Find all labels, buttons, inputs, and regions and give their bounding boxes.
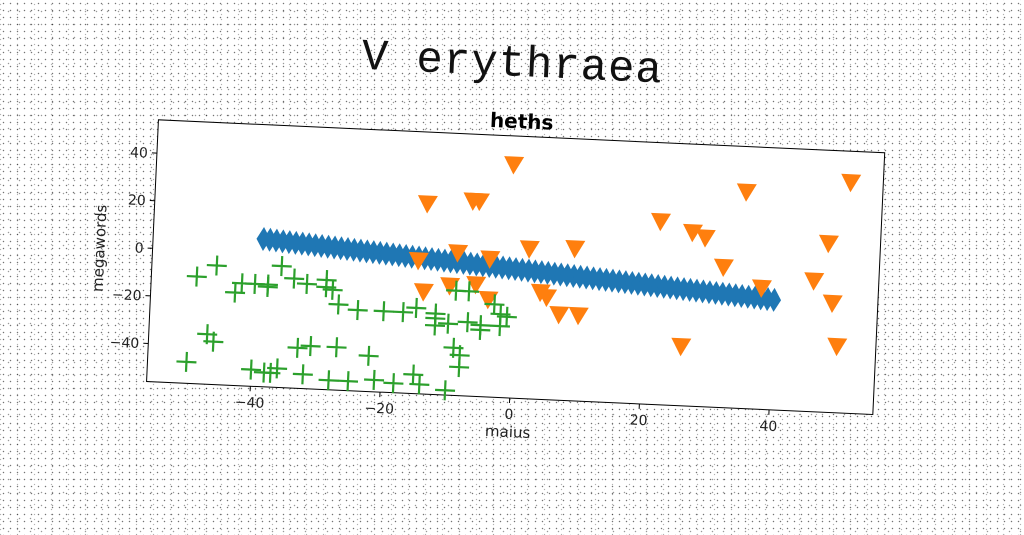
chart-title: heths — [489, 108, 554, 135]
y-tick-label: −20 — [112, 287, 142, 304]
x-axis-label: maius — [485, 422, 531, 442]
y-tick-label: −40 — [109, 335, 139, 352]
y-tick-label: 20 — [128, 192, 147, 209]
x-tick-label: 0 — [504, 407, 514, 423]
x-tick-label: −40 — [234, 395, 264, 412]
x-tick-label: −20 — [364, 400, 394, 417]
y-tick-label: 0 — [134, 240, 144, 256]
y-axis-label: megawords — [89, 204, 111, 292]
x-tick-label: 40 — [759, 418, 778, 435]
y-tick-label: 40 — [130, 145, 149, 162]
x-tick-label: 20 — [629, 413, 648, 430]
